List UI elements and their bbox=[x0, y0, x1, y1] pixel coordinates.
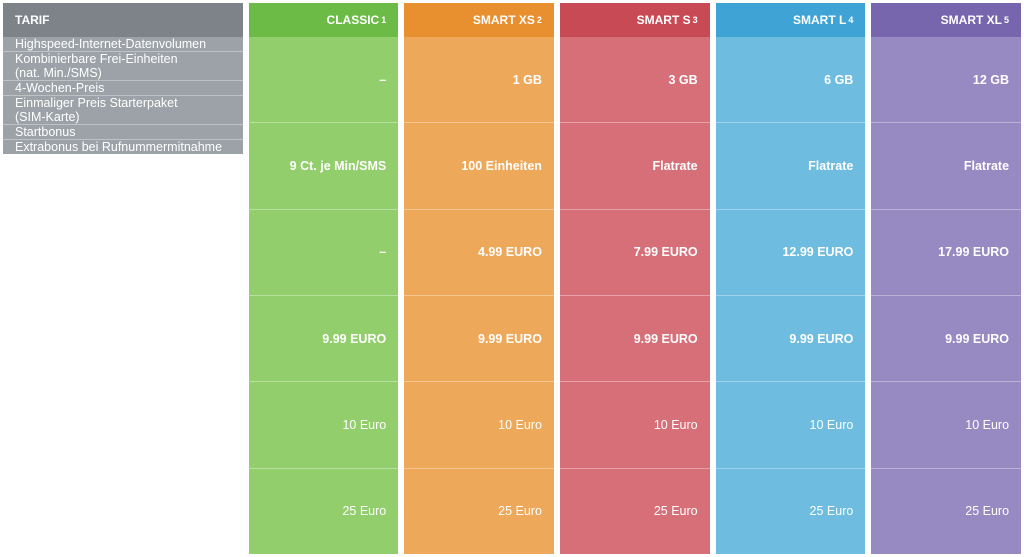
row-label: Startbonus bbox=[3, 124, 243, 139]
plan-cell: Flatrate bbox=[871, 122, 1021, 208]
plan-name: SMART XS bbox=[473, 13, 535, 27]
plan-footnote: 4 bbox=[848, 15, 853, 25]
plan-cell: 25 Euro bbox=[404, 468, 554, 554]
plan-cell: 25 Euro bbox=[871, 468, 1021, 554]
plan-cell: 1 GB bbox=[404, 37, 554, 122]
plan-cell: 9.99 EURO bbox=[249, 295, 399, 381]
plan-cell: 10 Euro bbox=[560, 381, 710, 467]
plan-cell: 17.99 EURO bbox=[871, 209, 1021, 295]
row-label: Highspeed-Internet-Datenvolumen bbox=[3, 37, 243, 51]
plan-cell: 9.99 EURO bbox=[560, 295, 710, 381]
plan-cell: 7.99 EURO bbox=[560, 209, 710, 295]
labels-column: TARIF Highspeed-Internet-DatenvolumenKom… bbox=[3, 3, 243, 554]
plan-column: SMART XS21 GB100 Einheiten4.99 EURO9.99 … bbox=[404, 3, 554, 554]
plan-cell: 10 Euro bbox=[404, 381, 554, 467]
plan-cell: 25 Euro bbox=[560, 468, 710, 554]
plan-body: 12 GBFlatrate17.99 EURO9.99 EURO10 Euro2… bbox=[871, 37, 1021, 554]
plan-cell: 4.99 EURO bbox=[404, 209, 554, 295]
plan-cell: 10 Euro bbox=[716, 381, 866, 467]
plan-cell: Flatrate bbox=[560, 122, 710, 208]
plan-body: 3 GBFlatrate7.99 EURO9.99 EURO10 Euro25 … bbox=[560, 37, 710, 554]
tariff-table: TARIF Highspeed-Internet-DatenvolumenKom… bbox=[0, 0, 1024, 557]
labels-body: Highspeed-Internet-DatenvolumenKombinier… bbox=[3, 37, 243, 154]
plan-body: 1 GB100 Einheiten4.99 EURO9.99 EURO10 Eu… bbox=[404, 37, 554, 554]
plan-cell: 9.99 EURO bbox=[404, 295, 554, 381]
plan-cell: 10 Euro bbox=[871, 381, 1021, 467]
plan-footnote: 2 bbox=[537, 15, 542, 25]
plan-body: –9 Ct. je Min/SMS–9.99 EURO10 Euro25 Eur… bbox=[249, 37, 399, 554]
plan-header: SMART XL5 bbox=[871, 3, 1021, 37]
plan-cell: 25 Euro bbox=[716, 468, 866, 554]
plan-column: SMART S33 GBFlatrate7.99 EURO9.99 EURO10… bbox=[560, 3, 710, 554]
plan-cell: 9.99 EURO bbox=[716, 295, 866, 381]
plan-cell: – bbox=[249, 209, 399, 295]
row-label: Extrabonus bei Rufnummermitnahme bbox=[3, 139, 243, 154]
plan-cell: 10 Euro bbox=[249, 381, 399, 467]
plan-column: SMART L46 GBFlatrate12.99 EURO9.99 EURO1… bbox=[716, 3, 866, 554]
plan-header: CLASSIC1 bbox=[249, 3, 399, 37]
plan-column: SMART XL512 GBFlatrate17.99 EURO9.99 EUR… bbox=[871, 3, 1021, 554]
plan-column: CLASSIC1–9 Ct. je Min/SMS–9.99 EURO10 Eu… bbox=[249, 3, 399, 554]
plan-header: SMART S3 bbox=[560, 3, 710, 37]
labels-header: TARIF bbox=[3, 3, 243, 37]
plan-name: CLASSIC bbox=[327, 13, 380, 27]
plan-cell: 12.99 EURO bbox=[716, 209, 866, 295]
row-label: Einmaliger Preis Starterpaket(SIM-Karte) bbox=[3, 95, 243, 124]
plan-name: SMART XL bbox=[941, 13, 1002, 27]
plan-cell: 100 Einheiten bbox=[404, 122, 554, 208]
row-label: Kombinierbare Frei-Einheiten(nat. Min./S… bbox=[3, 51, 243, 80]
plan-footnote: 1 bbox=[381, 15, 386, 25]
plan-name: SMART L bbox=[793, 13, 846, 27]
plan-header: SMART XS2 bbox=[404, 3, 554, 37]
plan-cell: 9 Ct. je Min/SMS bbox=[249, 122, 399, 208]
plan-footnote: 5 bbox=[1004, 15, 1009, 25]
plan-cell: 3 GB bbox=[560, 37, 710, 122]
plan-header: SMART L4 bbox=[716, 3, 866, 37]
plan-cell: 6 GB bbox=[716, 37, 866, 122]
plan-footnote: 3 bbox=[693, 15, 698, 25]
row-label: 4-Wochen-Preis bbox=[3, 80, 243, 95]
plan-body: 6 GBFlatrate12.99 EURO9.99 EURO10 Euro25… bbox=[716, 37, 866, 554]
plan-cell: 9.99 EURO bbox=[871, 295, 1021, 381]
plan-cell: Flatrate bbox=[716, 122, 866, 208]
plan-name: SMART S bbox=[637, 13, 691, 27]
plan-cell: 25 Euro bbox=[249, 468, 399, 554]
plan-cell: – bbox=[249, 37, 399, 122]
plan-cell: 12 GB bbox=[871, 37, 1021, 122]
